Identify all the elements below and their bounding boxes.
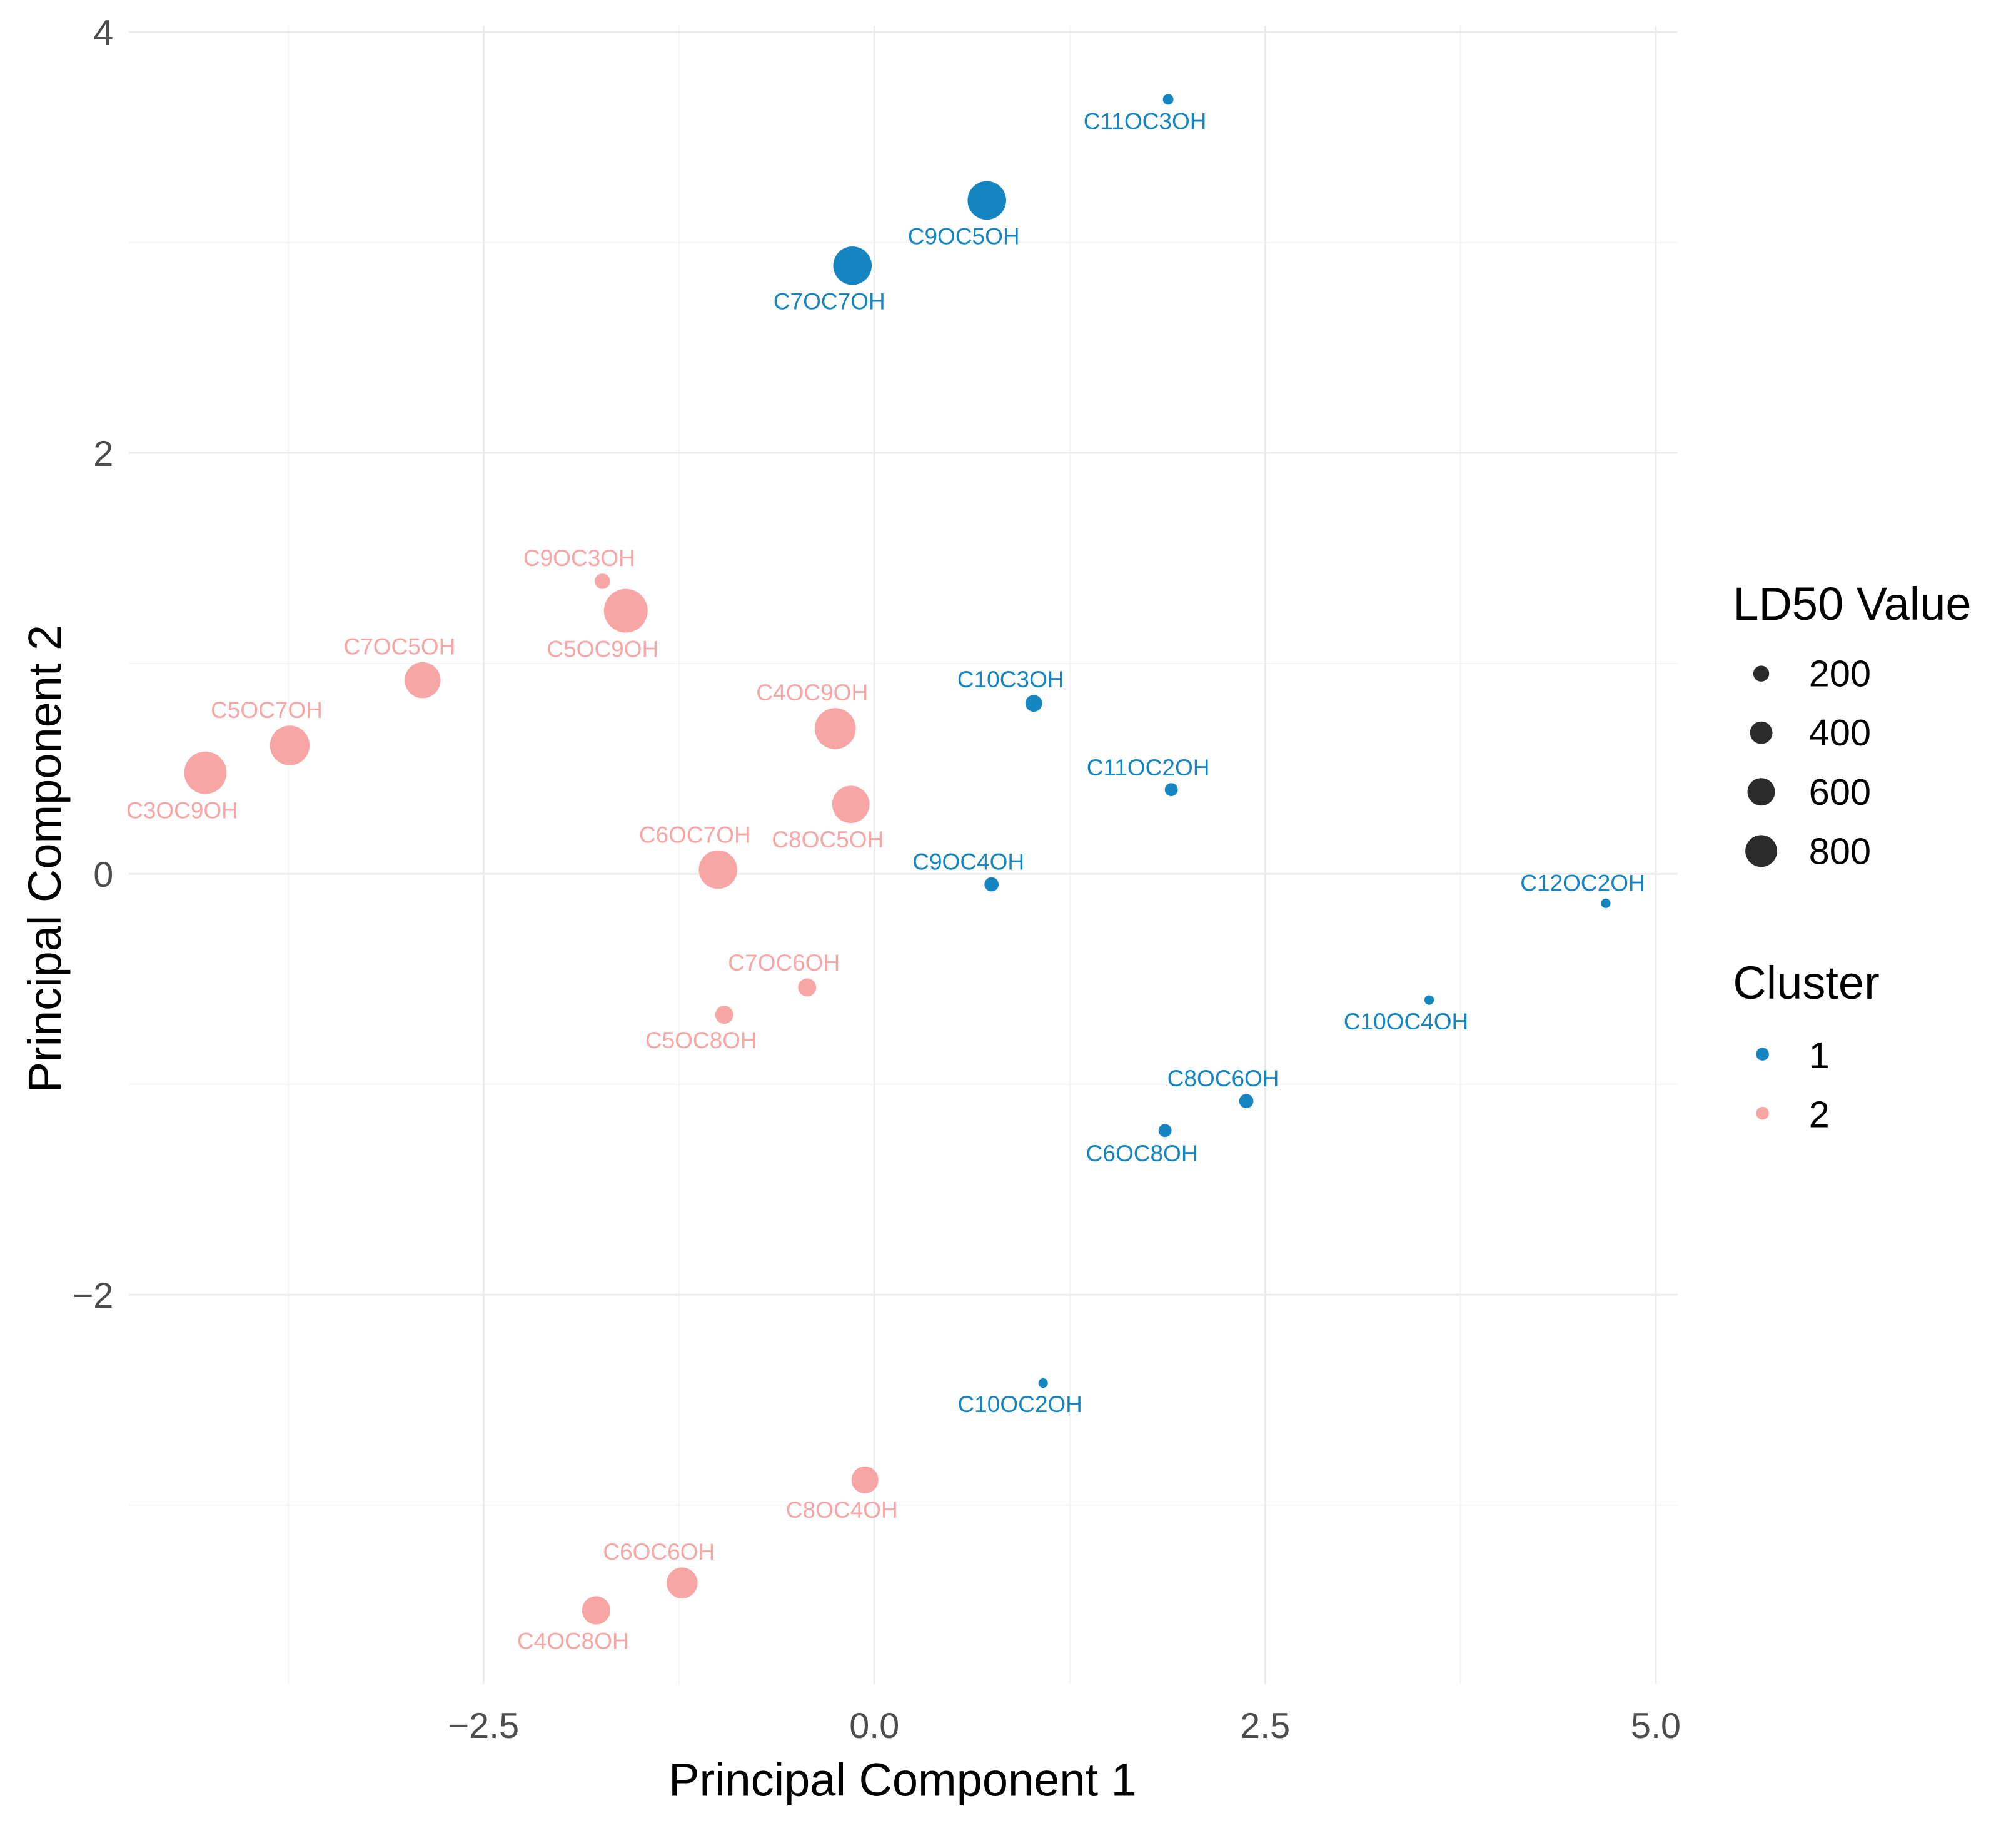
data-point-label: C9OC4OH [912, 849, 1024, 874]
data-point-label: C12OC2OH [1520, 870, 1645, 896]
legend-size-label: 800 [1809, 830, 1871, 872]
data-point [1164, 783, 1178, 797]
data-point [967, 181, 1006, 220]
data-point-label: C9OC3OH [523, 545, 635, 571]
legend-size-label: 200 [1809, 653, 1871, 695]
legend-size-entries: 200 400 600 800 [1745, 653, 1871, 872]
data-point-label: C6OC6OH [603, 1539, 715, 1565]
legend-color-label: 1 [1809, 1034, 1830, 1076]
legend-color-entries: 12 [1756, 1034, 1830, 1136]
legend-size-marker [1753, 665, 1770, 682]
data-point [1601, 898, 1611, 908]
y-tick-label: 0 [93, 855, 113, 895]
data-point [698, 850, 738, 889]
data-point-label: C8OC4OH [786, 1497, 898, 1523]
data-point-label: C8OC5OH [772, 827, 884, 852]
data-point [1038, 1378, 1048, 1388]
data-point-label: C10C3OH [957, 667, 1064, 692]
data-point [984, 877, 999, 892]
data-point-label: C5OC8OH [645, 1028, 757, 1053]
data-point-label: C6OC8OH [1086, 1141, 1198, 1166]
data-point-label: C7OC6OH [728, 950, 840, 976]
y-axis-title: Principal Component 2 [19, 625, 71, 1093]
y-axis-ticks: −2 0 2 4 [73, 13, 114, 1316]
data-point [1025, 695, 1042, 712]
data-point [595, 573, 610, 589]
data-point [1162, 94, 1174, 105]
data-point [832, 785, 870, 824]
data-point-label: C5OC9OH [547, 637, 658, 662]
legend-color-marker [1756, 1048, 1769, 1061]
data-point-label: C3OC9OH [126, 798, 238, 824]
data-point-label: C4OC8OH [517, 1629, 629, 1654]
data-points: C11OC3OH C9OC5OH C7OC7OH C10C3OH C11OC2OH C9O… [126, 94, 1645, 1654]
data-point [1158, 1124, 1172, 1138]
legend-color-title: Cluster [1733, 957, 1879, 1009]
legend-color-marker [1756, 1106, 1769, 1120]
data-point-label: C5OC7OH [211, 697, 323, 723]
grid [129, 26, 1678, 1684]
data-point [667, 1567, 698, 1598]
legend-size-label: 600 [1809, 771, 1871, 813]
data-point [184, 751, 227, 794]
data-point-label: C6OC7OH [639, 822, 751, 847]
data-point-label: C9OC5OH [908, 223, 1020, 249]
data-point [814, 708, 856, 749]
legend-size-marker [1747, 778, 1775, 806]
data-point-label: C7OC5OH [343, 634, 455, 660]
legend-size-marker [1745, 835, 1777, 867]
data-point [582, 1596, 610, 1625]
data-point [1424, 995, 1434, 1005]
x-tick-label: 5.0 [1631, 1706, 1681, 1746]
data-point-label: C10OC4OH [1344, 1009, 1468, 1034]
x-tick-label: −2.5 [448, 1706, 520, 1746]
y-tick-label: 2 [93, 434, 113, 474]
x-tick-label: 2.5 [1240, 1706, 1290, 1746]
data-point [833, 246, 872, 285]
data-point-label: C8OC6OH [1167, 1066, 1279, 1091]
data-point-label: C4OC9OH [756, 680, 868, 705]
data-point-label: C7OC7OH [774, 289, 885, 315]
data-point [270, 725, 310, 765]
data-point [798, 978, 817, 997]
legend-size-label: 400 [1809, 712, 1871, 754]
data-point [851, 1466, 879, 1493]
y-tick-label: −2 [73, 1276, 114, 1316]
data-point-label: C11OC3OH [1084, 108, 1207, 134]
data-point [1239, 1094, 1254, 1109]
data-point-label: C10OC2OH [957, 1391, 1082, 1417]
y-tick-label: 4 [93, 13, 113, 53]
data-point-label: C11OC2OH [1087, 755, 1210, 780]
legend-size-title: LD50 Value [1733, 578, 1971, 630]
legend-color-label: 2 [1809, 1094, 1830, 1136]
data-point [715, 1006, 733, 1024]
data-point [603, 588, 648, 633]
legend-size-marker [1750, 721, 1773, 744]
x-tick-label: 0.0 [849, 1706, 899, 1746]
x-axis-title: Principal Component 1 [668, 1754, 1137, 1806]
x-axis-ticks: −2.5 0.0 2.5 5.0 [448, 1706, 1681, 1746]
data-point [405, 662, 441, 699]
